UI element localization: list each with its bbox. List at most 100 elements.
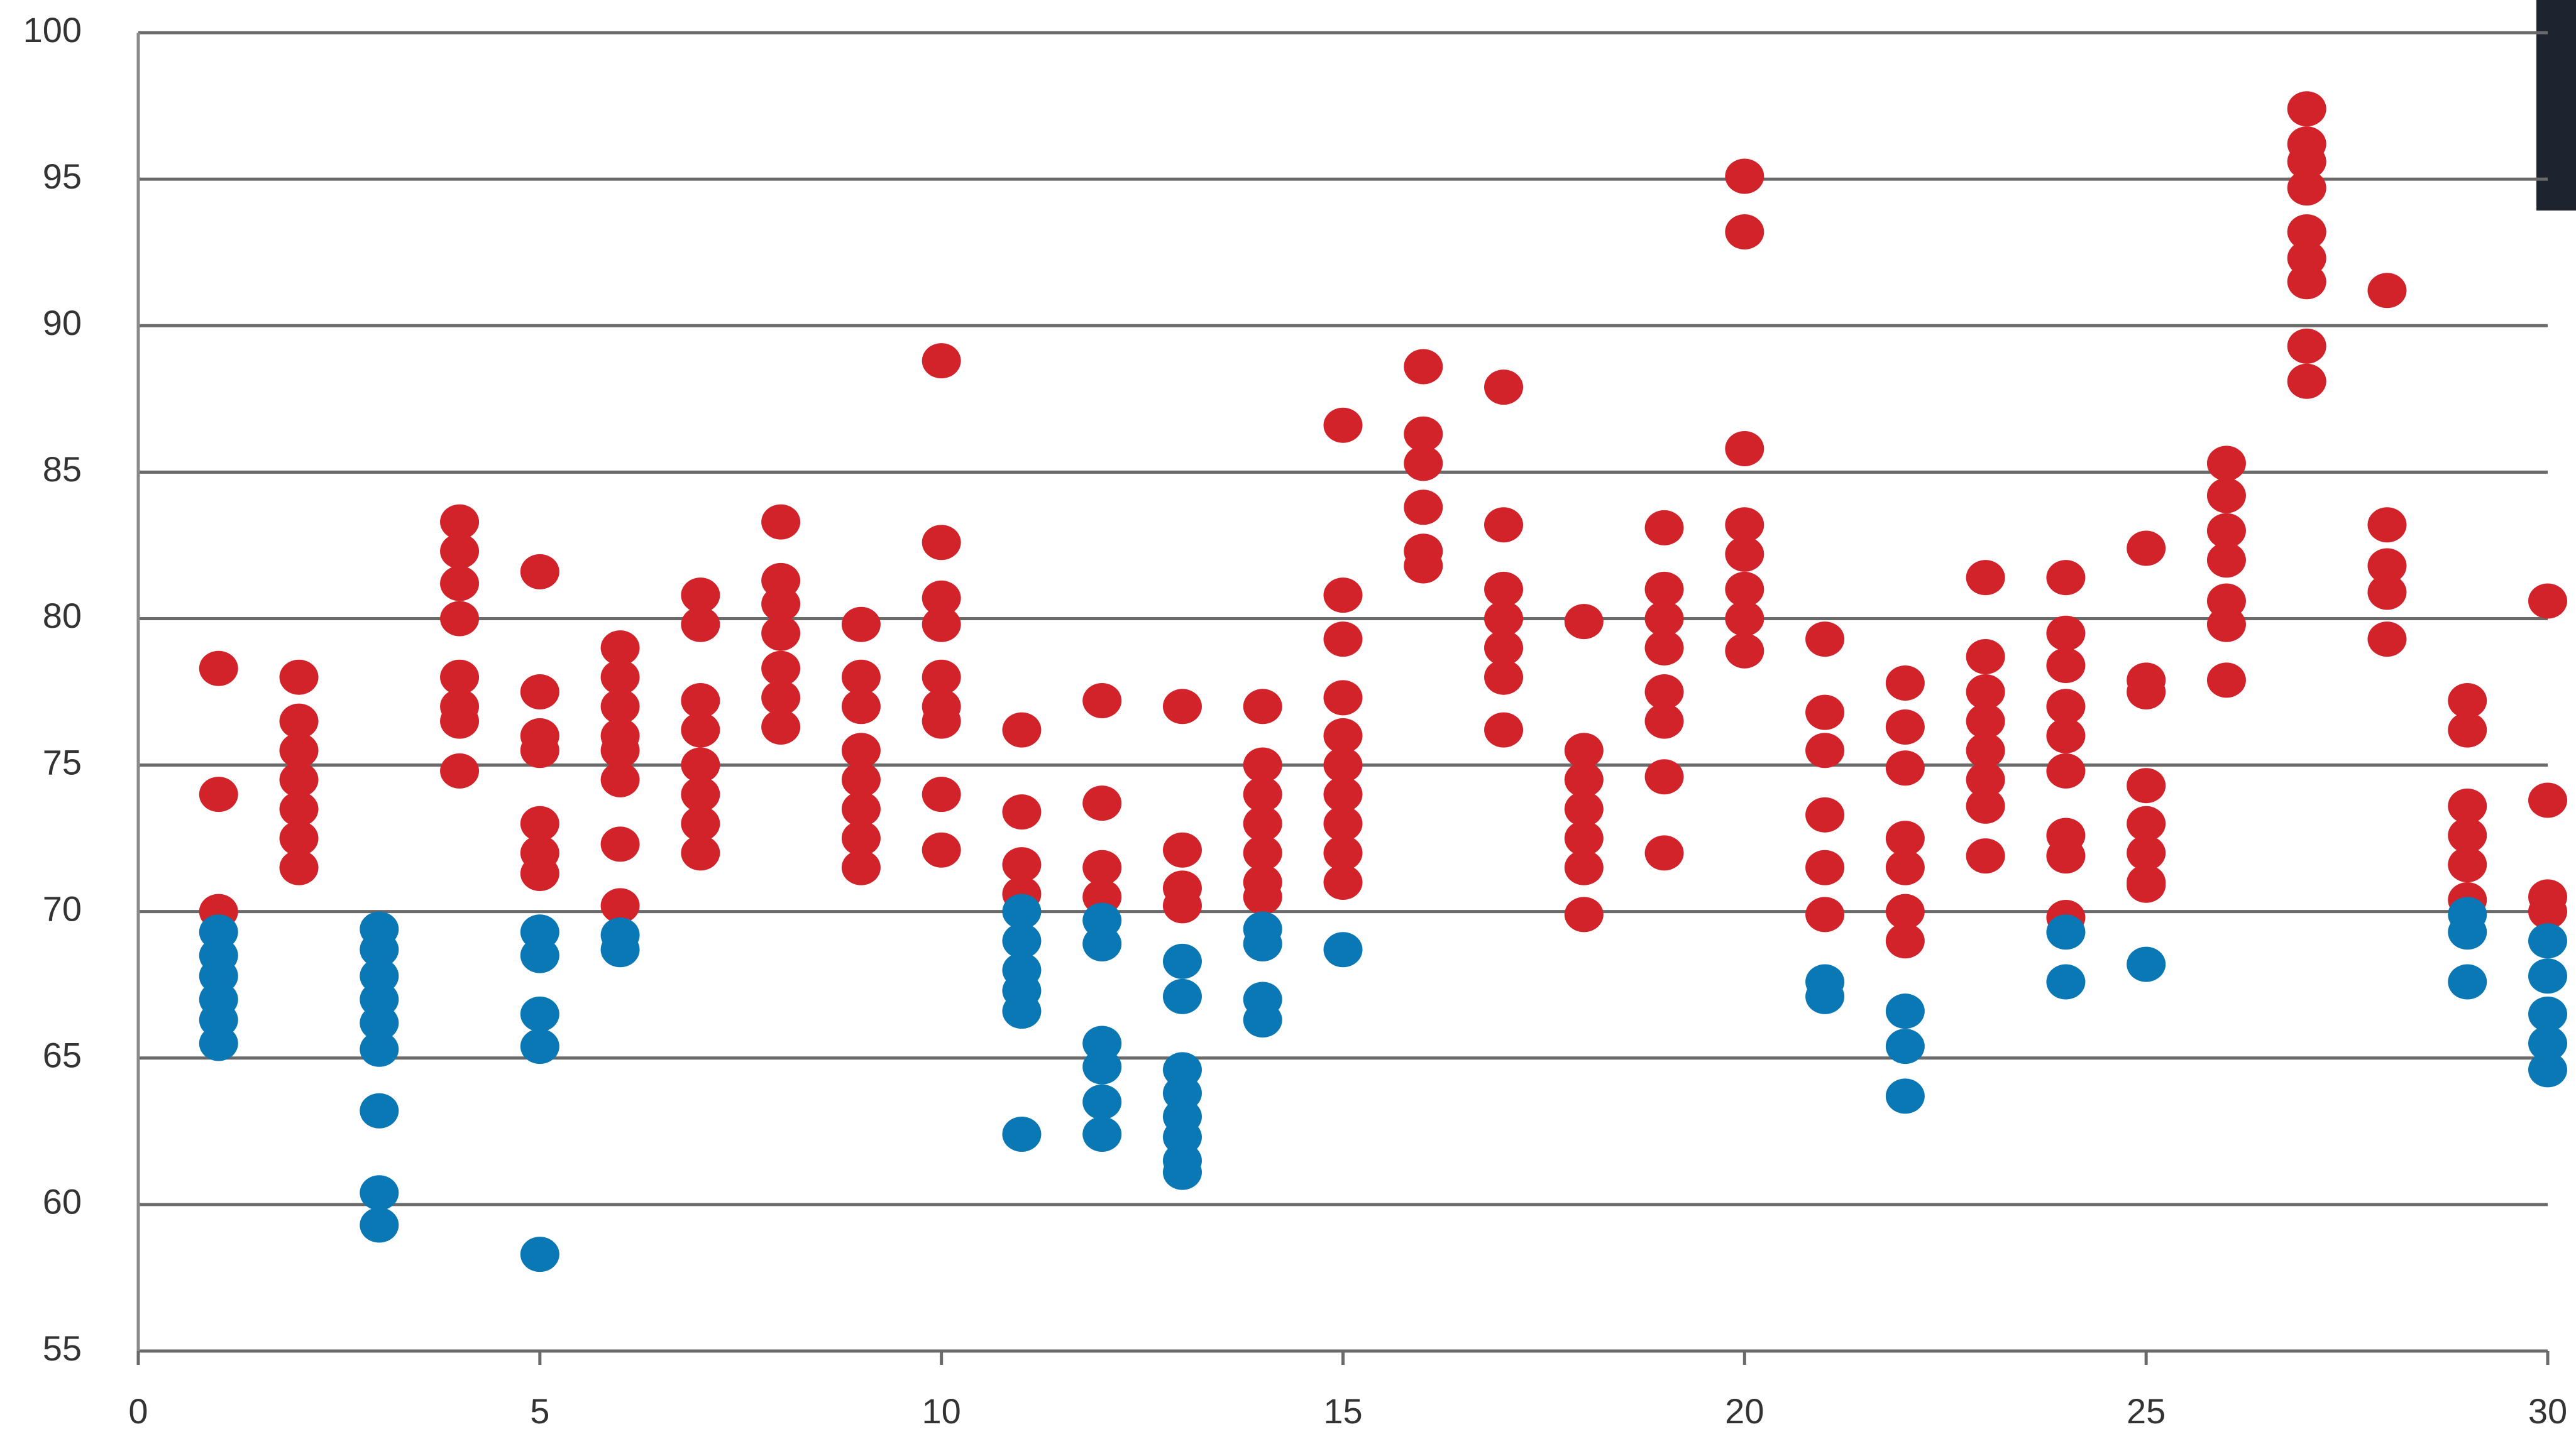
scatter-point [1163,689,1202,724]
y-tick-label: 90 [43,303,82,342]
scatter-point [1324,865,1363,900]
scatter-point [1805,733,1844,768]
scatter-point [2287,170,2326,205]
scatter-point [1886,709,1925,745]
scatter-point [922,525,961,560]
scatter-point [1324,621,1363,657]
scatter-point [2046,648,2085,683]
scatter-point [1805,621,1844,657]
scatter-point [360,1032,399,1067]
scatter-point [520,554,559,589]
y-tick-label: 80 [43,596,82,635]
scatter-point [1484,507,1523,542]
scatter-point [681,835,720,870]
scatter-point [1324,680,1363,715]
y-tick-label: 70 [43,889,82,928]
y-tick-label: 60 [43,1182,82,1222]
scatter-point [520,1029,559,1064]
scatter-point [2127,674,2166,709]
scatter-point [1002,794,1041,829]
scatter-point [2207,478,2246,513]
y-tick-label: 65 [43,1036,82,1075]
x-tick-label: 15 [1323,1391,1362,1431]
scatter-point [440,601,479,636]
scatter-point [1002,713,1041,748]
scatter-point [2448,713,2487,748]
scatter-point [1324,577,1363,613]
scatter-point [681,607,720,642]
scatter-point [1886,1078,1925,1113]
scatter-point [2367,273,2406,308]
scatter-point [2046,838,2085,873]
scatter-point [520,1237,559,1272]
scatter-point [1725,633,1764,669]
scatter-point [1966,838,2005,873]
scatter-point [2287,264,2326,299]
scatter-point [2046,914,2085,949]
scatter-point [1805,979,1844,1014]
scatter-point [2448,914,2487,949]
scatter-point [1886,923,1925,958]
x-tick-label: 20 [1725,1391,1764,1431]
scatter-point [1565,604,1604,639]
scatter-point [1082,1049,1121,1085]
scatter-point [1163,833,1202,868]
scatter-point [1484,713,1523,748]
scatter-point [1725,158,1764,194]
scatter-point [1966,560,2005,595]
scatter-point [2046,753,2085,789]
scatter-point [922,343,961,378]
y-tick-label: 75 [43,742,82,782]
scatter-point [1163,888,1202,923]
scatter-point [601,932,640,967]
scatter-point [2367,507,2406,542]
scatter-point [1805,897,1844,932]
scatter-point [2127,768,2166,803]
scatter-point [1645,630,1684,665]
scatter-point [2528,1052,2567,1087]
scatter-point [1163,1155,1202,1190]
scatter-point [1645,835,1684,870]
scatter-point [1565,850,1604,885]
scatter-point [1645,510,1684,545]
scatter-point [1163,944,1202,979]
scatter-point [1243,926,1282,961]
scatter-point [761,616,800,651]
scatter-point [360,1093,399,1129]
scatter-point [440,704,479,739]
scatter-point [2528,958,2567,993]
scatter-point [2448,965,2487,1000]
scatter-point [520,733,559,768]
y-tick-label: 100 [23,10,82,50]
scatter-point [2528,783,2567,818]
scatter-point [280,660,319,695]
scatter-point [1243,1002,1282,1037]
scatter-point [2367,621,2406,657]
scatter-point [761,505,800,540]
y-tick-label: 85 [43,449,82,489]
scatter-point [1404,349,1443,384]
scatter-point [1082,1085,1121,1120]
scatter-point [1484,660,1523,695]
scatter-point [922,607,961,642]
scatter-point [2207,607,2246,642]
scatter-point [520,938,559,973]
scatter-point [1082,785,1121,821]
scatter-point [842,689,881,724]
scatter-point [1565,897,1604,932]
scatter-point [1324,932,1363,967]
chart: 556065707580859095100051015202530 [0,0,2576,1439]
scatter-point [1805,850,1844,885]
scatter-point [1966,639,2005,674]
scatter-point [1243,879,1282,914]
scatter-point [761,709,800,745]
scatter-point [1805,797,1844,833]
scatter-point [922,704,961,739]
scatter-point [1725,601,1764,636]
scatter-point [520,674,559,709]
y-tick-label: 95 [43,156,82,196]
scatter-point [1805,695,1844,730]
x-tick-label: 5 [530,1391,549,1431]
scatter-point [2127,531,2166,566]
scatter-point [199,1026,238,1061]
